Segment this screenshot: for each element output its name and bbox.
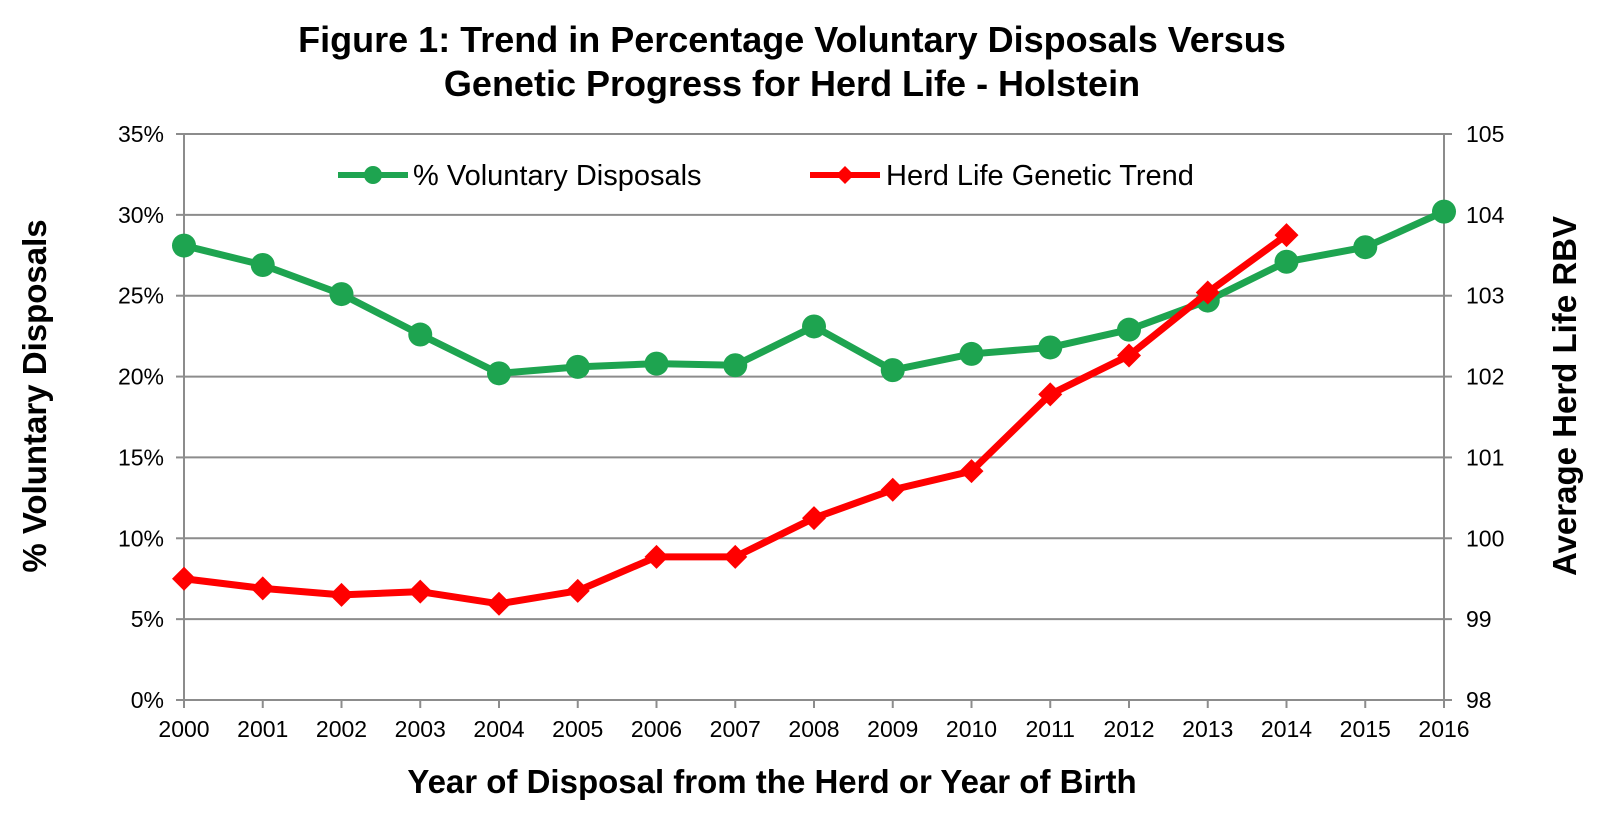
y-right-tick-label-0: 98 xyxy=(1466,687,1492,713)
y-right-tick-label-7: 105 xyxy=(1466,121,1504,147)
y-left-tick-label-7: 35% xyxy=(118,121,164,147)
point-voluntary-disposals-2010 xyxy=(959,341,984,366)
point-herd-life-trend-2002 xyxy=(329,582,354,607)
y-left-tick-label-3: 15% xyxy=(118,444,164,470)
x-tick-label-2002: 2002 xyxy=(316,716,367,742)
x-tick-label-2000: 2000 xyxy=(158,716,209,742)
point-herd-life-trend-2012 xyxy=(1117,343,1141,368)
point-voluntary-disposals-2007 xyxy=(723,353,748,378)
tick-labels: 0% 5% 10% 15% 20% 25% 30% 35% 98 99 100 101 102 103 10… xyxy=(118,121,1505,742)
point-herd-life-trend-2010 xyxy=(959,459,984,484)
y-right-tick-label-4: 102 xyxy=(1466,364,1504,390)
y-left-tick-label-2: 10% xyxy=(118,525,164,551)
y-right-tick-label-1: 99 xyxy=(1466,606,1492,632)
y-left-tick-label-0: 0% xyxy=(131,687,164,713)
x-tick-label-2010: 2010 xyxy=(946,716,997,742)
axes xyxy=(176,133,1452,708)
point-herd-life-trend-2000 xyxy=(172,566,196,591)
point-herd-life-trend-2009 xyxy=(880,477,905,502)
point-herd-life-trend-2007 xyxy=(723,544,748,569)
point-herd-life-trend-2013 xyxy=(1195,280,1220,305)
point-voluntary-disposals-2009 xyxy=(880,358,905,383)
x-tick-label-2016: 2016 xyxy=(1418,716,1469,742)
point-herd-life-trend-2006 xyxy=(644,544,669,569)
legend-marker-herd-life-trend xyxy=(836,166,854,184)
point-voluntary-disposals-2012 xyxy=(1117,317,1141,342)
chart-title-line-2: Genetic Progress for Herd Life - Holstei… xyxy=(444,63,1140,104)
y-axis-left-title: % Voluntary Disposals xyxy=(16,219,53,572)
point-voluntary-disposals-2016 xyxy=(1432,199,1456,224)
point-voluntary-disposals-2011 xyxy=(1038,335,1063,360)
x-tick-label-2005: 2005 xyxy=(552,716,603,742)
point-voluntary-disposals-2014 xyxy=(1274,249,1299,274)
point-herd-life-trend-2011 xyxy=(1038,382,1063,407)
legend-marker-voluntary-disposals xyxy=(364,166,382,184)
series-line-voluntary-disposals xyxy=(183,208,1446,377)
point-voluntary-disposals-2000 xyxy=(172,233,196,258)
gridlines xyxy=(184,133,1444,701)
point-voluntary-disposals-2006 xyxy=(644,351,669,376)
x-tick-label-2015: 2015 xyxy=(1340,716,1391,742)
x-tick-label-2006: 2006 xyxy=(631,716,682,742)
y-right-tick-label-3: 101 xyxy=(1466,444,1504,470)
x-tick-label-2009: 2009 xyxy=(867,716,918,742)
x-tick-label-2012: 2012 xyxy=(1103,716,1154,742)
y-right-tick-label-2: 100 xyxy=(1466,525,1504,551)
y-axis-right-title: Average Herd Life RBV xyxy=(1546,216,1583,576)
point-herd-life-trend-2008 xyxy=(802,506,826,531)
x-tick-label-2001: 2001 xyxy=(237,716,288,742)
y-left-tick-label-4: 20% xyxy=(118,364,164,390)
x-tick-label-2004: 2004 xyxy=(473,716,524,742)
point-voluntary-disposals-2004 xyxy=(487,361,511,386)
x-tick-label-2007: 2007 xyxy=(710,716,761,742)
point-voluntary-disposals-2005 xyxy=(565,354,590,379)
x-tick-label-2011: 2011 xyxy=(1026,716,1075,742)
point-herd-life-trend-2003 xyxy=(408,579,433,604)
chart-title-line-1: Figure 1: Trend in Percentage Voluntary … xyxy=(298,19,1286,60)
point-voluntary-disposals-2015 xyxy=(1353,235,1378,260)
legend-label-herd-life-trend: Herd Life Genetic Trend xyxy=(886,160,1194,192)
point-herd-life-trend-2014 xyxy=(1274,223,1299,248)
point-herd-life-trend-2004 xyxy=(487,591,511,616)
point-herd-life-trend-2001 xyxy=(250,576,275,601)
x-tick-label-2003: 2003 xyxy=(395,716,446,742)
y-left-tick-label-1: 5% xyxy=(131,606,164,632)
y-left-tick-label-6: 30% xyxy=(118,202,164,228)
x-tick-label-2008: 2008 xyxy=(788,716,839,742)
point-voluntary-disposals-2003 xyxy=(408,322,433,347)
point-voluntary-disposals-2002 xyxy=(329,282,354,307)
x-tick-label-2013: 2013 xyxy=(1182,716,1233,742)
y-left-tick-label-5: 25% xyxy=(118,283,164,309)
y-right-tick-label-6: 104 xyxy=(1466,202,1505,228)
point-voluntary-disposals-2001 xyxy=(250,252,275,277)
legend: % Voluntary Disposals Herd Life Genetic … xyxy=(338,160,1194,192)
x-axis-title: Year of Disposal from the Herd or Year o… xyxy=(407,763,1136,800)
point-voluntary-disposals-2008 xyxy=(802,314,826,339)
y-right-tick-label-5: 103 xyxy=(1466,283,1504,309)
series-lines xyxy=(172,199,1456,616)
point-herd-life-trend-2005 xyxy=(565,578,590,603)
x-tick-label-2014: 2014 xyxy=(1261,716,1312,742)
legend-label-voluntary-disposals: % Voluntary Disposals xyxy=(413,160,702,192)
